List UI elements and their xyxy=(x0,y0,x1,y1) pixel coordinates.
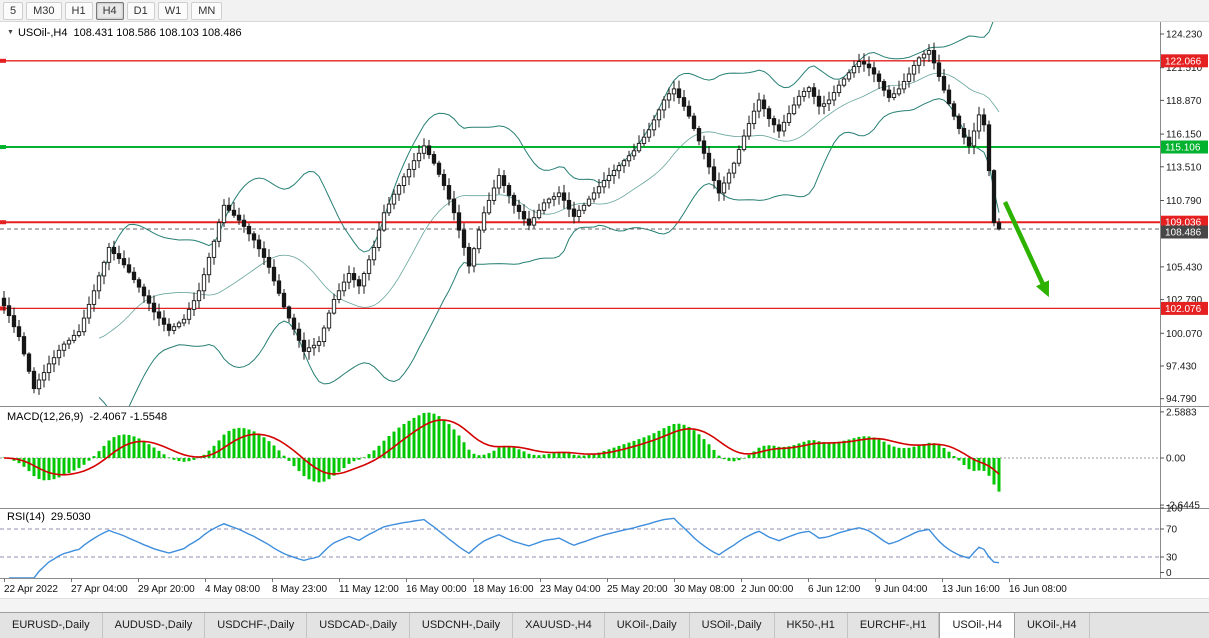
chart-tab-ukoil-h4[interactable]: UKOil-,H4 xyxy=(1014,613,1090,638)
timeframe-button-w1[interactable]: W1 xyxy=(157,1,189,20)
rsi-indicator xyxy=(0,517,1160,578)
svg-text:13 Jun 16:00: 13 Jun 16:00 xyxy=(942,584,1000,595)
timeframe-button-h1[interactable]: H1 xyxy=(64,1,93,20)
timeframe-button-d1[interactable]: D1 xyxy=(126,1,155,20)
timeframe-button-5[interactable]: 5 xyxy=(3,1,24,20)
time-axis: 22 Apr 2022 27 Apr 04:00 29 Apr 20:00 4 May… xyxy=(4,578,1067,595)
chart-tab-hk50-h1[interactable]: HK50-,H1 xyxy=(774,613,848,638)
chart-title: ▼ USOil-,H4 108.431 108.586 108.103 108.48… xyxy=(7,27,242,39)
price-badge xyxy=(1161,301,1208,315)
price-badge xyxy=(1161,215,1208,229)
svg-text:109.036: 109.036 xyxy=(1165,218,1202,229)
rsi-label: RSI(14) 29.5030 xyxy=(7,511,91,523)
svg-text:115.106: 115.106 xyxy=(1165,143,1201,154)
rsi-name: RSI(14) xyxy=(7,511,45,523)
svg-text:0: 0 xyxy=(1166,568,1172,579)
line-left-marker xyxy=(0,58,6,63)
svg-text:2 Jun 00:00: 2 Jun 00:00 xyxy=(741,584,794,595)
chevron-down-icon: ▼ xyxy=(7,29,14,36)
svg-text:25 May 20:00: 25 May 20:00 xyxy=(607,584,668,595)
macd-values: -2.4067 -1.5548 xyxy=(89,411,168,423)
svg-text:16 Jun 08:00: 16 Jun 08:00 xyxy=(1009,584,1067,595)
svg-text:8 May 23:00: 8 May 23:00 xyxy=(272,584,327,595)
svg-text:110.790: 110.790 xyxy=(1166,196,1202,207)
svg-text:102.076: 102.076 xyxy=(1165,304,1202,315)
status-strip xyxy=(0,598,1209,613)
rsi-value: 29.5030 xyxy=(50,511,91,523)
svg-text:121.510: 121.510 xyxy=(1166,63,1203,74)
svg-text:100: 100 xyxy=(1166,504,1183,515)
svg-text:2.5883: 2.5883 xyxy=(1166,407,1197,418)
chart-area: 124.230 121.510 118.870 116.150 113.510 110.7… xyxy=(0,22,1209,598)
svg-text:27 Apr 04:00: 27 Apr 04:00 xyxy=(71,584,128,595)
svg-text:94.790: 94.790 xyxy=(1166,394,1197,405)
svg-text:23 May 04:00: 23 May 04:00 xyxy=(540,584,601,595)
svg-text:30 May 08:00: 30 May 08:00 xyxy=(674,584,735,595)
timeframe-toolbar: 5 M30 H1 H4 D1 W1 MN xyxy=(0,0,1209,22)
svg-text:16 May 00:00: 16 May 00:00 xyxy=(406,584,467,595)
svg-text:-2.6445: -2.6445 xyxy=(1166,501,1200,512)
svg-text:100.070: 100.070 xyxy=(1166,329,1203,340)
macd-name: MACD(12,26,9) xyxy=(7,411,84,423)
svg-text:108.486: 108.486 xyxy=(1165,228,1202,239)
line-left-marker xyxy=(0,306,6,311)
price-axis: 124.230 121.510 118.870 116.150 113.510 110.7… xyxy=(0,22,1209,579)
svg-text:118.870: 118.870 xyxy=(1166,96,1202,107)
candlestick-series xyxy=(1,42,1002,395)
timeframe-button-h4[interactable]: H4 xyxy=(95,1,124,20)
svg-text:4 May 08:00: 4 May 08:00 xyxy=(205,584,260,595)
chart-tab-eurchf-h1[interactable]: EURCHF-,H1 xyxy=(847,613,940,638)
svg-text:29 Apr 20:00: 29 Apr 20:00 xyxy=(138,584,195,595)
chart-tab-xauusd-h4[interactable]: XAUUSD-,H4 xyxy=(513,613,605,638)
svg-text:18 May 16:00: 18 May 16:00 xyxy=(473,584,534,595)
svg-text:9 Jun 04:00: 9 Jun 04:00 xyxy=(875,584,928,595)
chart-tab-usoil-h4[interactable]: USOil-,H4 xyxy=(939,613,1015,638)
svg-text:113.510: 113.510 xyxy=(1166,162,1202,173)
svg-text:122.066: 122.066 xyxy=(1165,56,1202,67)
macd-label: MACD(12,26,9) -2.4067 -1.5548 xyxy=(7,411,167,423)
price-badge xyxy=(1161,54,1208,68)
svg-text:6 Jun 12:00: 6 Jun 12:00 xyxy=(808,584,861,595)
svg-text:102.790: 102.790 xyxy=(1166,295,1203,306)
chart-tab-usdcnh-daily[interactable]: USDCNH-,Daily xyxy=(409,613,514,638)
symbol-timeframe-label: USOil-,H4 xyxy=(17,27,68,39)
chart-tab-usdcad-daily[interactable]: USDCAD-,Daily xyxy=(307,613,410,638)
timeframe-button-mn[interactable]: MN xyxy=(191,1,223,20)
price-badge xyxy=(1161,140,1208,154)
chart-tab-usoil-daily[interactable]: USOil-,Daily xyxy=(689,613,775,638)
svg-text:97.430: 97.430 xyxy=(1166,362,1197,373)
svg-text:70: 70 xyxy=(1166,525,1178,536)
chart-canvas[interactable]: 124.230 121.510 118.870 116.150 113.510 110.7… xyxy=(0,22,1209,598)
svg-text:11 May 12:00: 11 May 12:00 xyxy=(339,584,399,595)
trend-arrow-annotation[interactable] xyxy=(1002,201,1050,298)
line-left-marker xyxy=(0,220,6,225)
svg-text:0.00: 0.00 xyxy=(1166,454,1186,465)
price-badges: 122.066 115.106 109.036 102.076 108.486 xyxy=(1161,54,1208,315)
chart-tab-ukoil-daily[interactable]: UKOil-,Daily xyxy=(604,613,690,638)
svg-text:116.150: 116.150 xyxy=(1166,130,1202,141)
chart-tab-usdchf-daily[interactable]: USDCHF-,Daily xyxy=(205,613,308,638)
timeframe-button-m30[interactable]: M30 xyxy=(26,1,62,20)
svg-text:124.230: 124.230 xyxy=(1166,30,1203,41)
line-left-marker xyxy=(0,145,6,150)
macd-indicator xyxy=(0,412,1160,492)
svg-text:105.430: 105.430 xyxy=(1166,262,1203,273)
price-badge xyxy=(1161,225,1208,239)
bollinger-bands xyxy=(98,22,1000,406)
ohlc-values: 108.431 108.586 108.103 108.486 xyxy=(73,27,242,39)
chart-tab-bar: EURUSD-,Daily AUDUSD-,Daily USDCHF-,Daily U… xyxy=(0,612,1209,638)
chart-tab-eurusd-daily[interactable]: EURUSD-,Daily xyxy=(0,613,103,638)
chart-tab-audusd-daily[interactable]: AUDUSD-,Daily xyxy=(102,613,206,638)
svg-text:22 Apr 2022: 22 Apr 2022 xyxy=(4,584,58,595)
svg-text:30: 30 xyxy=(1166,553,1178,564)
